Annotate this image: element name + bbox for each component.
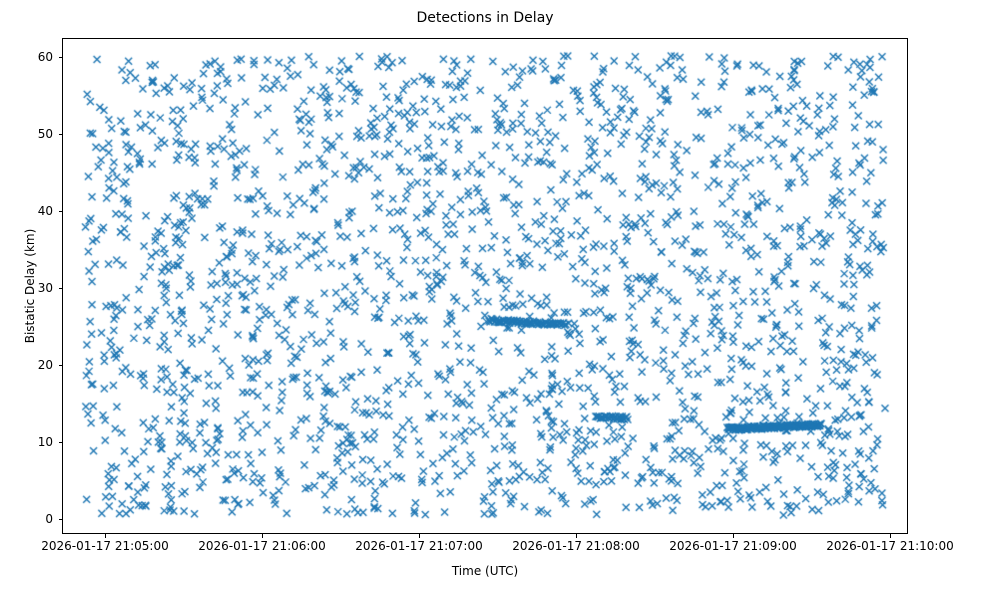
x-tick-label: 2026-01-17 21:07:00 xyxy=(355,539,483,553)
y-tick-label: 50 xyxy=(37,127,53,142)
y-tick-mark xyxy=(58,364,62,366)
x-tick-mark xyxy=(105,534,106,538)
y-tick-mark xyxy=(58,518,62,520)
x-tick-mark xyxy=(890,534,891,538)
x-axis-label: Time (UTC) xyxy=(451,564,519,578)
y-tick-mark xyxy=(58,57,62,59)
y-tick-label: 60 xyxy=(37,50,53,65)
y-tick-mark xyxy=(58,134,62,136)
x-tick-label: 2026-01-17 21:10:00 xyxy=(826,539,954,553)
x-tick-label: 2026-01-17 21:09:00 xyxy=(669,539,797,553)
y-tick-mark xyxy=(58,287,62,289)
x-tick-mark xyxy=(419,534,420,538)
x-tick-mark xyxy=(576,534,577,538)
y-tick-label: 20 xyxy=(37,357,53,372)
x-tick-label: 2026-01-17 21:05:00 xyxy=(41,539,169,553)
plot-area xyxy=(62,38,908,534)
x-tick-label: 2026-01-17 21:06:00 xyxy=(198,539,326,553)
y-tick-mark xyxy=(58,441,62,443)
y-tick-label: 0 xyxy=(45,511,53,526)
y-tick-label: 40 xyxy=(37,204,53,219)
x-tick-mark xyxy=(262,534,263,538)
y-tick-label: 30 xyxy=(37,280,53,295)
y-tick-marks xyxy=(58,0,63,590)
y-tick-label: 10 xyxy=(37,434,53,449)
x-tick-label: 2026-01-17 21:08:00 xyxy=(512,539,640,553)
chart-title: Detections in Delay xyxy=(416,10,554,26)
y-tick-mark xyxy=(58,211,62,213)
x-tick-mark xyxy=(733,534,734,538)
scatter-series-detections xyxy=(63,39,907,533)
y-tick-labels: 0 10 20 30 40 50 60 xyxy=(0,0,62,590)
